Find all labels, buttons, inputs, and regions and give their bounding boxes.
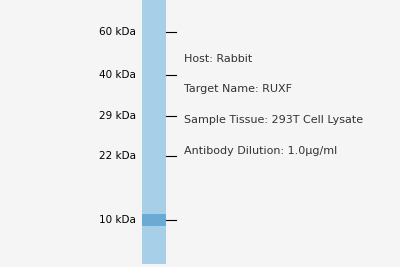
Text: Antibody Dilution: 1.0μg/ml: Antibody Dilution: 1.0μg/ml — [184, 146, 337, 156]
Text: Host: Rabbit: Host: Rabbit — [184, 54, 252, 64]
Text: Sample Tissue: 293T Cell Lysate: Sample Tissue: 293T Cell Lysate — [184, 115, 363, 125]
Text: 40 kDa: 40 kDa — [99, 70, 136, 80]
Text: 29 kDa: 29 kDa — [99, 111, 136, 121]
Bar — [142, 0, 166, 264]
Text: Target Name: RUXF: Target Name: RUXF — [184, 84, 292, 95]
Text: 22 kDa: 22 kDa — [99, 151, 136, 161]
Text: 60 kDa: 60 kDa — [99, 27, 136, 37]
Bar — [142, 214, 166, 226]
Text: 10 kDa: 10 kDa — [99, 215, 136, 225]
